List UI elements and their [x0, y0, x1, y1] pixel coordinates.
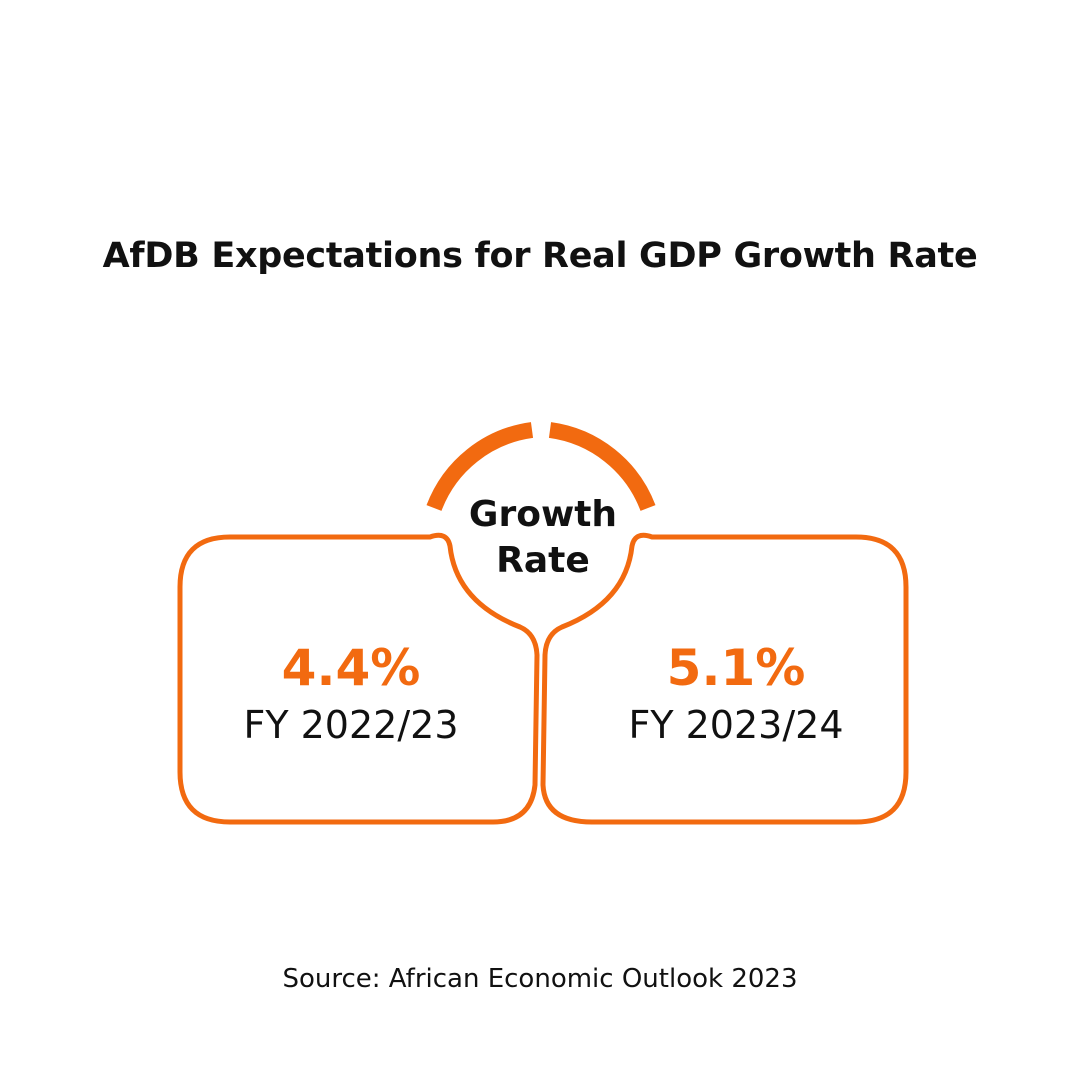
- center-label: Growth Rate: [443, 492, 643, 584]
- arc-segment-right: [548, 422, 656, 511]
- center-label-line-1: Growth: [468, 494, 618, 535]
- center-label-line-2: Rate: [496, 540, 590, 581]
- left-card: 4.4% FY 2022/23: [181, 638, 521, 750]
- label-fy-2022-23: FY 2022/23: [243, 703, 459, 747]
- value-fy-2023-24: 5.1%: [666, 639, 806, 697]
- source-note: Source: African Economic Outlook 2023: [282, 964, 798, 994]
- value-fy-2022-23: 4.4%: [281, 639, 421, 697]
- chart-title: AfDB Expectations for Real GDP Growth Ra…: [102, 236, 978, 276]
- arc-segment-left: [426, 422, 534, 511]
- right-card-outline: [540, 532, 909, 825]
- right-card: 5.1% FY 2023/24: [566, 638, 906, 750]
- label-fy-2023-24: FY 2023/24: [628, 703, 844, 747]
- left-card-outline: [177, 532, 540, 825]
